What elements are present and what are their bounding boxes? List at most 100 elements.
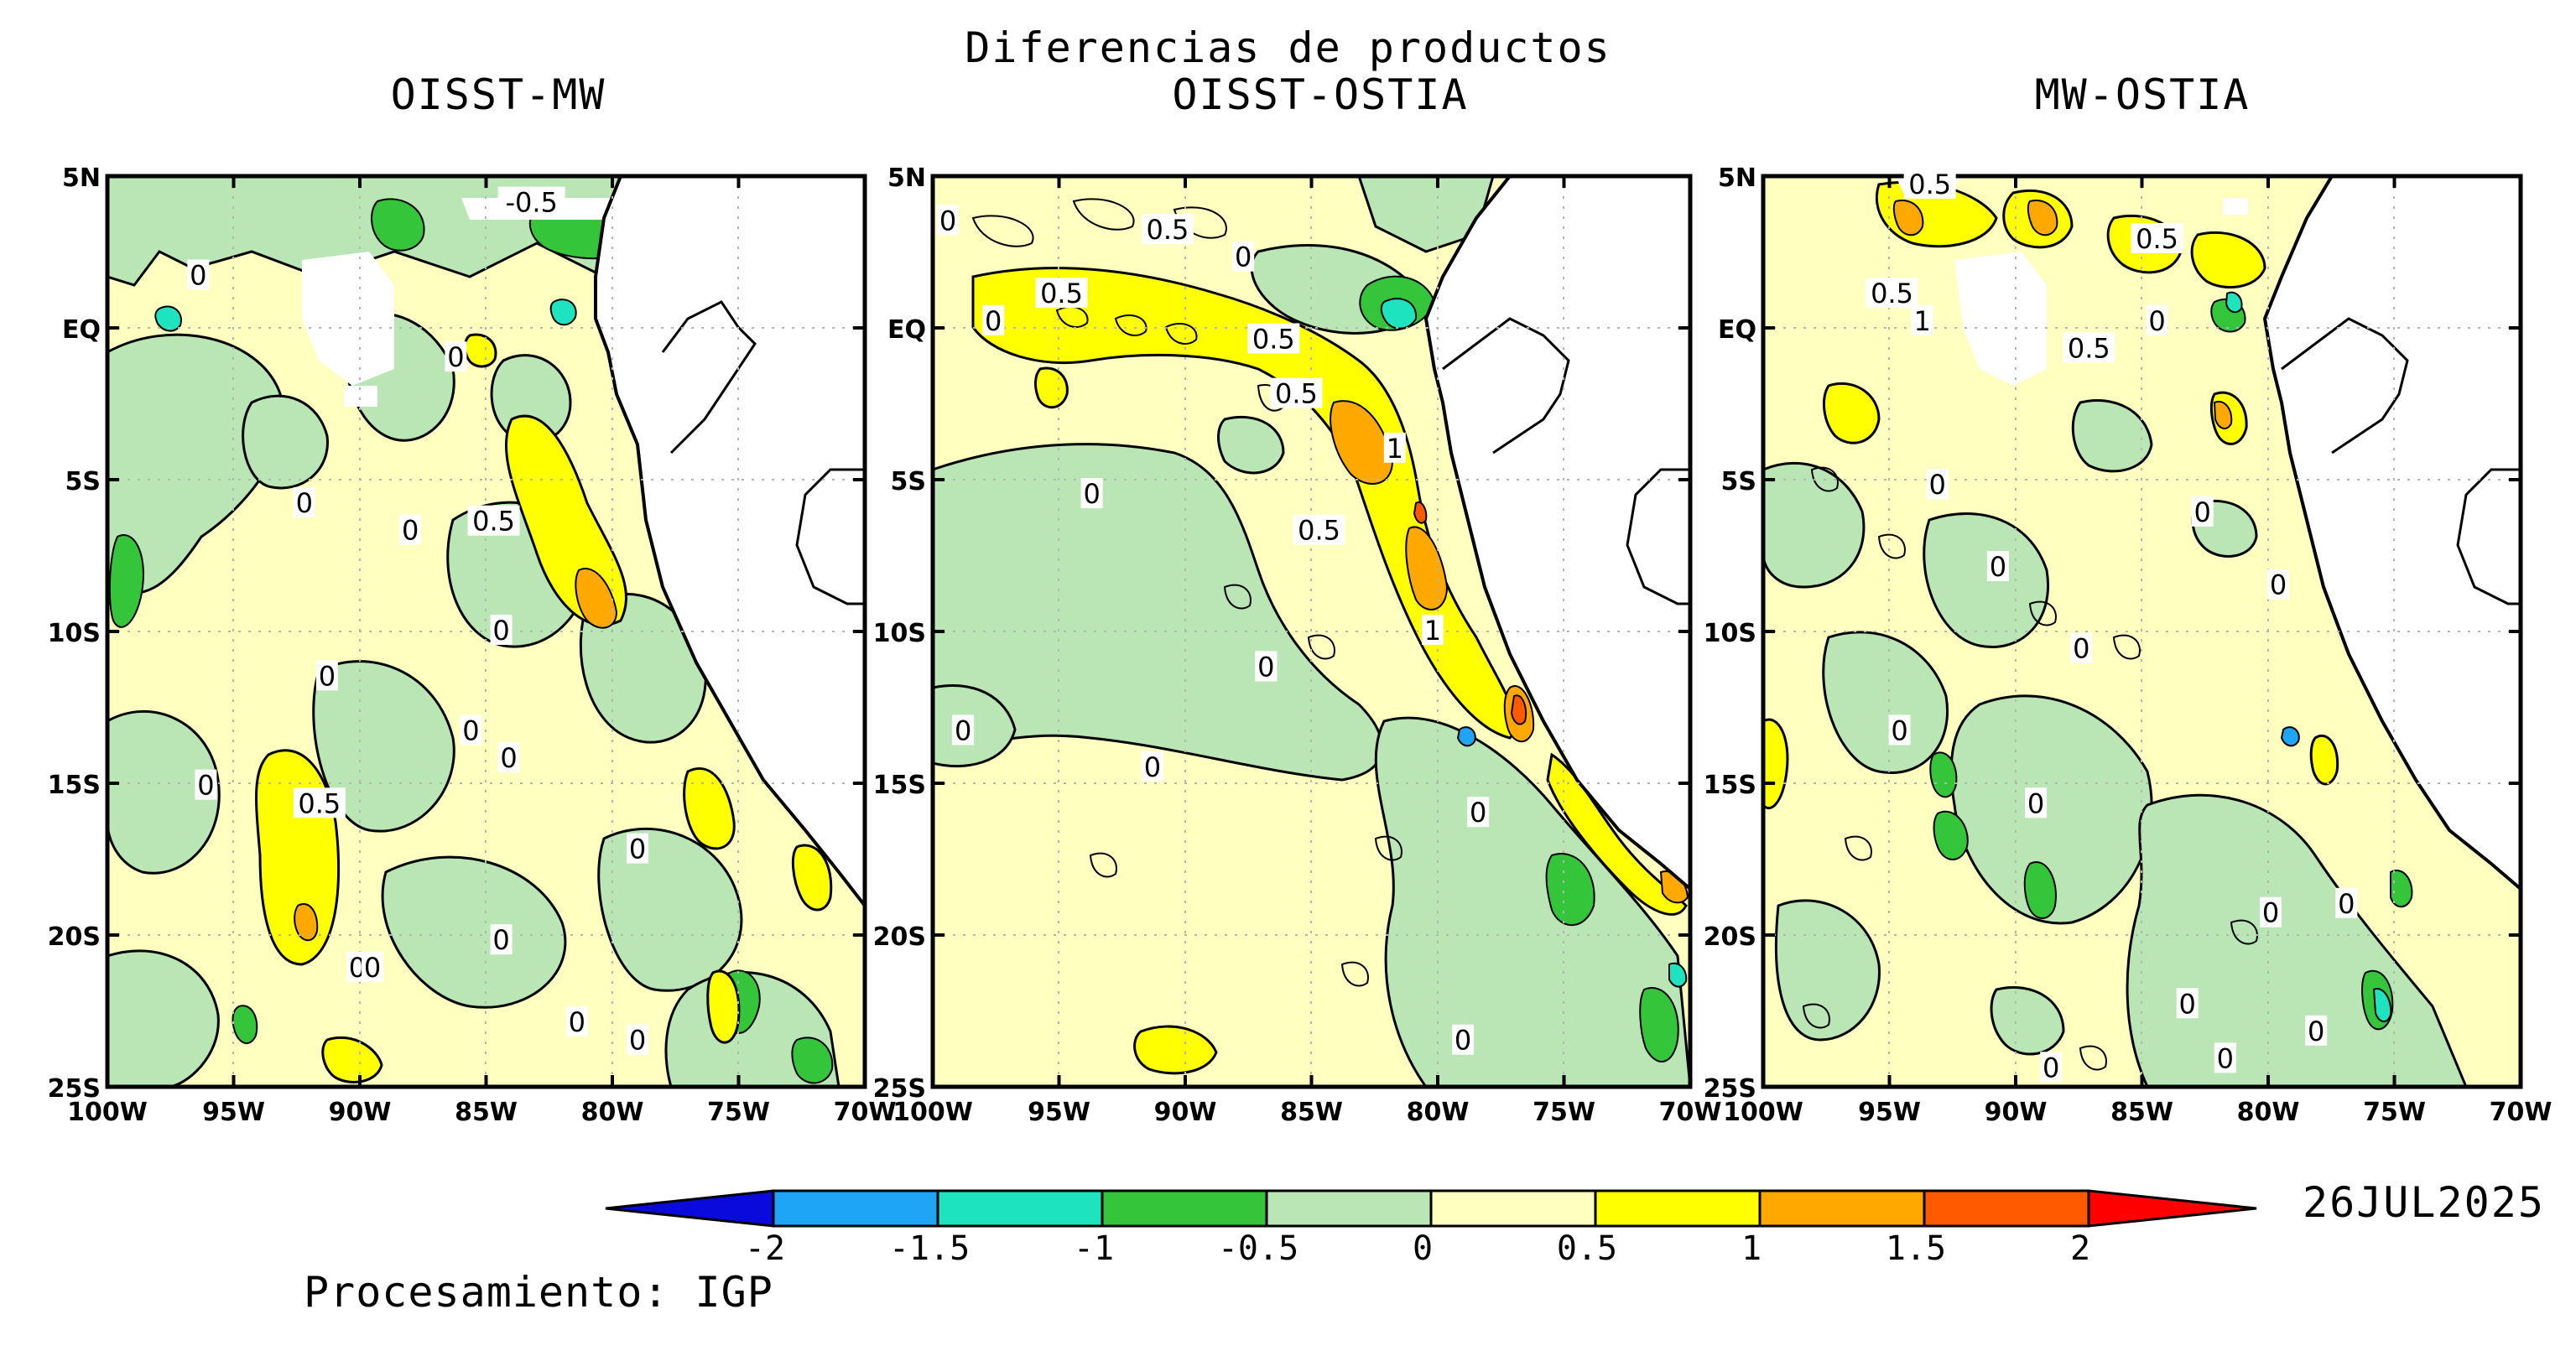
- lat-label: 5S: [1721, 467, 1756, 496]
- lon-label: 80W: [2237, 1098, 2300, 1127]
- lon-label: 95W: [1858, 1098, 1921, 1127]
- contour-label-bg: [497, 186, 565, 217]
- contour-label-bg: [315, 660, 338, 691]
- credit-label: Procesamiento: IGP: [304, 1268, 773, 1317]
- lat-label: 25S: [873, 1074, 926, 1104]
- contour-label: 0: [985, 305, 1002, 337]
- main-title: Diferencias de productos: [965, 23, 1611, 72]
- lat-label: 5S: [891, 467, 926, 496]
- contour-label-bg: [1293, 514, 1345, 545]
- contour-label: 0: [2338, 888, 2355, 920]
- lat-label: 10S: [1704, 619, 1756, 648]
- contour-label: 0.5: [298, 787, 341, 819]
- border-ecuador-peru: [661, 300, 757, 455]
- contour-label: 0.5: [1275, 378, 1318, 410]
- lat-label: EQ: [887, 315, 926, 345]
- colorbar-tick-label: -2: [745, 1229, 785, 1268]
- lon-label: 70W: [1659, 1098, 1722, 1127]
- contour-label-bg: [460, 714, 482, 746]
- orange-areas: [294, 568, 618, 942]
- contour-label-bg: [2146, 304, 2168, 335]
- panel-title-oisst-ostia: OISST-OSTIA: [1172, 70, 1469, 119]
- blue-areas: [1456, 726, 1476, 747]
- teal-areas: [2225, 291, 2392, 1022]
- contour-label-bg: [565, 1005, 588, 1036]
- contour-label-bg: [1866, 278, 1918, 309]
- lon-label: 95W: [1028, 1098, 1090, 1127]
- lat-label: 15S: [873, 771, 926, 800]
- contour-label: 0: [319, 660, 336, 692]
- colorbar-end-high: [2087, 1189, 2257, 1228]
- contour-label-bg: [1467, 797, 1490, 828]
- contour-label: 0: [2270, 569, 2287, 601]
- green-areas: [1763, 398, 2468, 1087]
- colorbar-tick-label: -0.5: [1218, 1229, 1298, 1268]
- date-label: 26JUL2025: [2303, 1178, 2545, 1227]
- contour-label-bg: [362, 951, 384, 982]
- lon-label: 90W: [1154, 1098, 1217, 1127]
- teal-areas: [154, 299, 577, 332]
- contour-label: 0: [569, 1006, 585, 1038]
- colorbar-box: [1594, 1189, 1762, 1228]
- lat-label: 20S: [873, 922, 926, 952]
- contour-label: 0: [2073, 633, 2089, 665]
- contour-label-bg: [937, 205, 960, 236]
- contour-label: 0: [2217, 1042, 2234, 1074]
- lon-label: 75W: [707, 1098, 770, 1127]
- contour-label-bg: [2063, 332, 2115, 363]
- border-peru-brazil: [1626, 468, 1690, 605]
- contour-label: 0: [1990, 551, 2006, 583]
- contour-label-bg: [1080, 478, 1103, 509]
- contour-label: 0: [939, 205, 956, 236]
- land-mask: [1426, 176, 1690, 889]
- contour-label: 0: [1929, 469, 1946, 501]
- contour-label-bg: [1232, 241, 1255, 272]
- colorbar-box: [1101, 1189, 1268, 1228]
- lon-label: 85W: [455, 1098, 518, 1127]
- contour-label-bg: [2176, 988, 2199, 1019]
- colorbar-box: [772, 1189, 939, 1228]
- contour-label: 0: [1891, 714, 1907, 746]
- lon-label: 80W: [581, 1098, 644, 1127]
- lon-label: 85W: [2110, 1098, 2173, 1127]
- border-peru-brazil: [2456, 468, 2521, 605]
- contour-label-bg: [293, 486, 315, 517]
- contour-label: 0.5: [2068, 332, 2110, 364]
- lon-label: 70W: [2490, 1098, 2553, 1127]
- lat-label: 25S: [1704, 1074, 1756, 1104]
- contour-label: 0: [2262, 897, 2279, 929]
- border-ecuador-peru: [1442, 317, 1570, 455]
- contour-label-layer: -0.5 0 0 0 0 0.5 0 0 0 0 0 0 0.5 0 0 0 0 0 0 0.5 0.5 0 0 0.5 0.5…: [187, 168, 2358, 1083]
- coastline: [1423, 176, 1690, 891]
- contour-label-bg: [1035, 278, 1088, 309]
- contour-label-bg: [1926, 469, 1949, 500]
- lat-label: 20S: [1704, 922, 1756, 952]
- contour-label-bg: [293, 787, 346, 818]
- contour-label: 0: [197, 770, 214, 802]
- contour-label: 0.5: [1871, 278, 1913, 309]
- contour-label-bg: [982, 304, 1005, 335]
- contour-label: 0.5: [1908, 169, 1951, 200]
- contour-label-bg: [497, 742, 520, 773]
- lon-label: 90W: [329, 1098, 392, 1127]
- contour-label: 0: [2148, 305, 2165, 337]
- contour-label: 0: [1470, 797, 1486, 829]
- border-peru-brazil: [795, 468, 865, 605]
- panel-mw-ostia: [1761, 174, 2523, 1089]
- colorbar-tick-label: 0.5: [1557, 1229, 1617, 1268]
- colorbar-box: [1923, 1189, 2090, 1228]
- contour-label: 1: [1913, 305, 1930, 337]
- contour-label-bg: [1270, 377, 1323, 408]
- contour-label-bg: [2305, 1015, 2328, 1046]
- lon-label: 75W: [1533, 1098, 1595, 1127]
- colorbar-box: [1265, 1189, 1433, 1228]
- lon-label: 95W: [202, 1098, 265, 1127]
- panel-title-mw-ostia: MW-OSTIA: [2034, 70, 2251, 119]
- contour-label-bg: [187, 259, 210, 290]
- colorbar-box: [1758, 1189, 1926, 1228]
- contour-label-bg: [1888, 714, 1911, 746]
- lon-label: 100W: [892, 1098, 973, 1127]
- lon-label: 70W: [834, 1098, 897, 1127]
